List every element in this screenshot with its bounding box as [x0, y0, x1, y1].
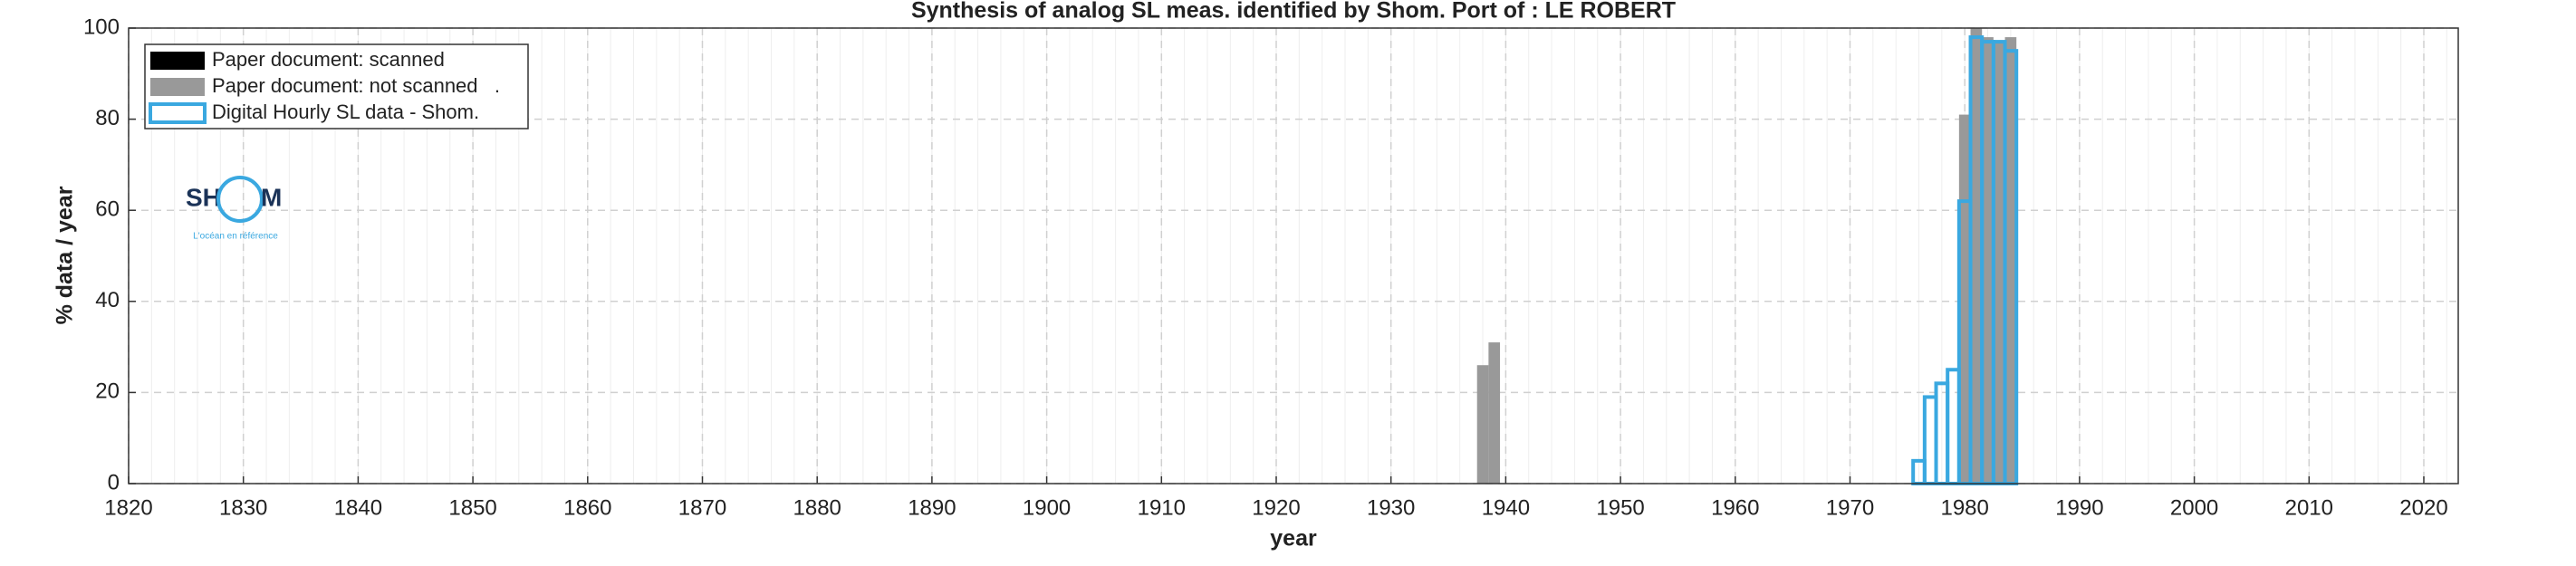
- x-tick-label: 2000: [2170, 495, 2218, 520]
- x-tick-label: 1880: [793, 495, 841, 520]
- legend-swatch: [150, 78, 205, 96]
- x-tick-label: 1910: [1138, 495, 1186, 520]
- y-tick-label: 40: [95, 288, 120, 312]
- x-tick-label: 1840: [334, 495, 382, 520]
- x-tick-label: 1920: [1252, 495, 1300, 520]
- logo-text: SH: [186, 183, 221, 211]
- legend: Paper document: scanned Paper document: n…: [144, 43, 529, 130]
- x-tick-label: 2010: [2285, 495, 2333, 520]
- logo: SH M L'océan en référence: [186, 176, 282, 242]
- logo-ring: [216, 176, 264, 223]
- legend-swatch: [149, 102, 207, 124]
- x-tick-label: 1970: [1826, 495, 1874, 520]
- logo-text: M: [261, 183, 282, 211]
- legend-box: [144, 43, 529, 130]
- y-tick-label: 60: [95, 197, 120, 222]
- x-tick-label: 1860: [563, 495, 611, 520]
- x-tick-label: 1940: [1482, 495, 1530, 520]
- x-tick-label: 1900: [1023, 495, 1071, 520]
- x-tick-label: 1960: [1711, 495, 1759, 520]
- y-tick-label: 100: [83, 14, 120, 39]
- y-tick-label: 80: [95, 106, 120, 130]
- bar: [1476, 365, 1489, 484]
- legend-label: Paper document: scanned: [212, 48, 445, 71]
- x-tick-label: 1930: [1367, 495, 1415, 520]
- bar: [1970, 28, 1983, 484]
- x-tick-label: 1890: [908, 495, 956, 520]
- x-tick-label: 1850: [448, 495, 496, 520]
- logo-tagline: L'océan en référence: [193, 232, 278, 242]
- x-tick-label: 1830: [219, 495, 267, 520]
- x-tick-label: 1870: [678, 495, 726, 520]
- x-tick-label: 1990: [2055, 495, 2103, 520]
- legend-label: Paper document: not scanned .: [212, 74, 500, 97]
- x-tick-label: 2020: [2399, 495, 2447, 520]
- bar: [1488, 342, 1501, 484]
- chart-title: Synthesis of analog SL meas. identified …: [911, 0, 1676, 24]
- x-tick-label: 1980: [1940, 495, 1988, 520]
- x-axis-label: year: [1270, 526, 1317, 552]
- bar: [1993, 42, 2005, 484]
- legend-label: Digital Hourly SL data - Shom.: [212, 101, 479, 123]
- y-tick-label: 20: [95, 379, 120, 404]
- x-tick-label: 1950: [1596, 495, 1644, 520]
- plot-frame: [128, 27, 2459, 484]
- bar: [2004, 37, 2017, 484]
- x-tick-label: 1820: [104, 495, 152, 520]
- y-tick-label: 0: [108, 470, 120, 494]
- legend-swatch: [150, 52, 205, 70]
- bar: [1958, 114, 1971, 484]
- bar: [1982, 37, 1994, 484]
- y-axis-label: % data / year: [53, 186, 78, 324]
